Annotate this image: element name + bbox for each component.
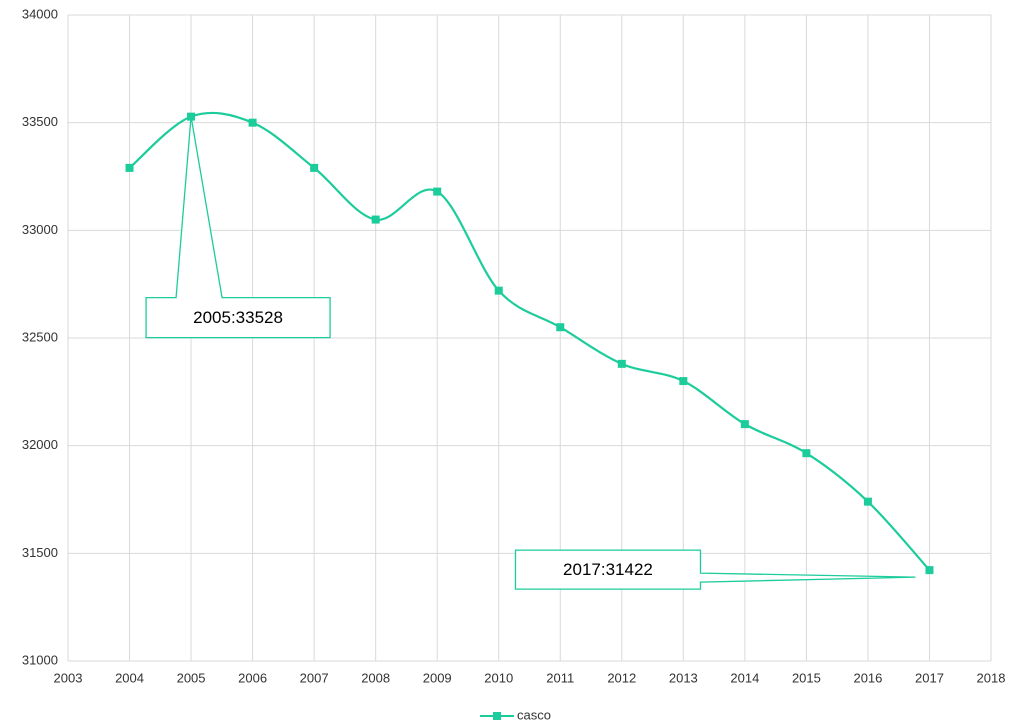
- x-tick-label: 2012: [607, 670, 636, 685]
- data-point: [125, 163, 134, 172]
- y-tick-label: 34000: [22, 6, 58, 21]
- series-line: [128, 111, 931, 571]
- x-tick-label: 2015: [792, 670, 821, 685]
- data-point: [802, 449, 811, 458]
- x-tick-label: 2009: [423, 670, 452, 685]
- x-tick-label: 2013: [669, 670, 698, 685]
- y-tick-label: 32000: [22, 437, 58, 452]
- callout: [145, 116, 331, 339]
- data-point: [494, 286, 503, 295]
- y-tick-label: 31500: [22, 545, 58, 560]
- legend-label: casco: [517, 707, 551, 722]
- y-tick-label: 32500: [22, 329, 58, 344]
- annotation-label: 2017:31422: [563, 560, 653, 579]
- y-tick-label: 33500: [22, 114, 58, 129]
- x-tick-label: 2010: [484, 670, 513, 685]
- x-tick-label: 2008: [361, 670, 390, 685]
- x-tick-label: 2017: [915, 670, 944, 685]
- x-tick-label: 2016: [853, 670, 882, 685]
- x-tick-label: 2014: [730, 670, 759, 685]
- x-tick-label: 2003: [54, 670, 83, 685]
- x-tick-label: 2006: [238, 670, 267, 685]
- x-tick-label: 2007: [300, 670, 329, 685]
- x-tick-label: 2004: [115, 670, 144, 685]
- data-point: [740, 420, 749, 429]
- x-tick-label: 2005: [177, 670, 206, 685]
- x-tick-label: 2011: [546, 670, 574, 685]
- y-tick-label: 31000: [22, 652, 58, 667]
- y-tick-label: 33000: [22, 222, 58, 237]
- data-point: [556, 323, 565, 332]
- data-point: [248, 118, 257, 127]
- x-tick-label: 2018: [977, 670, 1006, 685]
- annotation-label: 2005:33528: [193, 308, 283, 327]
- data-point: [863, 497, 872, 506]
- legend-marker: [493, 712, 501, 720]
- data-point: [925, 566, 934, 575]
- callout: [514, 549, 916, 590]
- data-point: [371, 215, 380, 224]
- data-point: [679, 377, 688, 386]
- data-point: [433, 187, 442, 196]
- data-point: [617, 359, 626, 368]
- data-point: [310, 163, 319, 172]
